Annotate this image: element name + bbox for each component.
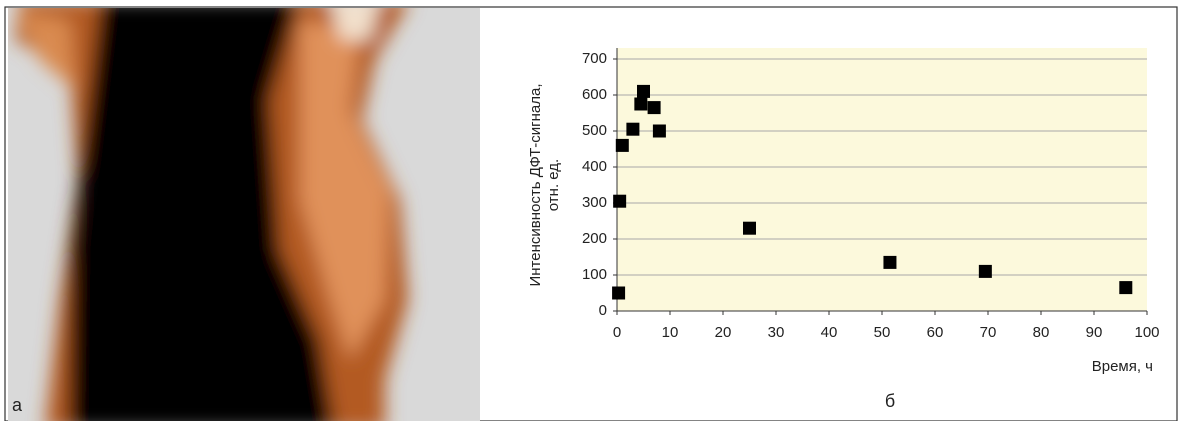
x-tick-label: 70 — [980, 324, 997, 341]
tissue-highlight — [332, 8, 378, 40]
x-tick-label: 80 — [1033, 324, 1050, 341]
x-axis-label: Время, ч — [1092, 358, 1153, 375]
panel-label: а — [12, 395, 23, 415]
point — [637, 84, 650, 98]
y-tick-label: 300 — [582, 194, 607, 211]
panel-label: б — [885, 391, 895, 411]
y-tick-label: 200 — [582, 230, 607, 247]
point — [634, 97, 648, 111]
x-tick-label: 40 — [821, 324, 838, 341]
tissue-bright — [300, 20, 390, 360]
y-axis-label: отн. ед. — [545, 159, 562, 211]
x-tick-label: 10 — [662, 324, 679, 341]
point — [883, 255, 897, 269]
x-tick-label: 90 — [1086, 324, 1103, 341]
plot-area — [617, 48, 1147, 311]
x-tick-label: 50 — [874, 324, 891, 341]
micrograph — [8, 8, 480, 421]
point — [615, 138, 629, 152]
y-tick-label: 500 — [582, 122, 607, 139]
point — [1119, 281, 1133, 295]
y-tick-label: 400 — [582, 158, 607, 175]
y-tick-label: 700 — [582, 50, 607, 67]
point — [647, 101, 661, 115]
dark-region — [68, 8, 334, 421]
point — [626, 122, 640, 136]
y-tick-label: 0 — [599, 302, 607, 319]
x-tick-label: 20 — [715, 324, 732, 341]
frame — [4, 6, 1178, 421]
x-tick-label: 30 — [768, 324, 785, 341]
point — [652, 124, 666, 138]
x-tick-label: 60 — [927, 324, 944, 341]
x-tick-label: 0 — [613, 324, 621, 341]
point — [613, 194, 627, 208]
tissue-bright — [15, 10, 75, 90]
point — [743, 221, 756, 235]
y-tick-label: 600 — [582, 86, 607, 103]
x-tick-label: 100 — [1134, 324, 1159, 341]
point — [612, 286, 626, 300]
point — [978, 264, 992, 278]
y-tick-label: 100 — [582, 266, 607, 283]
y-axis-label: Интенсивность ДФТ-сигнала, — [527, 83, 544, 286]
